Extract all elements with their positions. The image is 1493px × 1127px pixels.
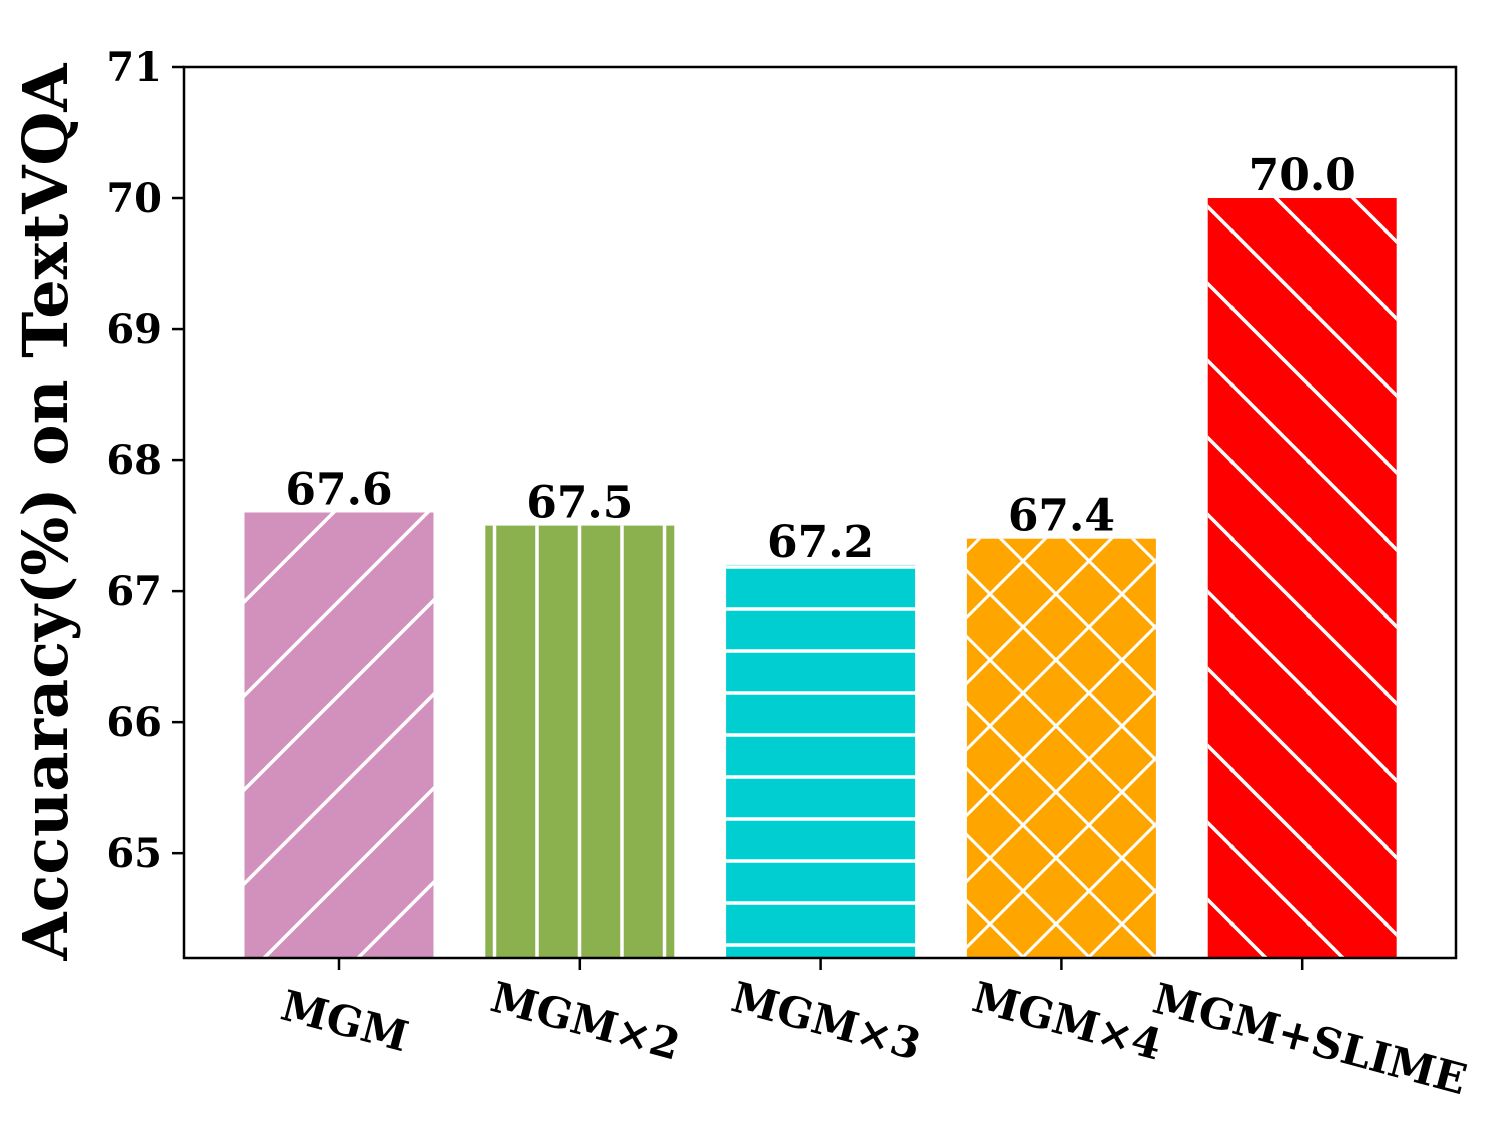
data-label-1: 67.6 (285, 465, 392, 516)
data-label-5: 70.0 (1249, 150, 1356, 201)
bar-hatch-1 (244, 512, 434, 958)
y-tick-label-5: 69 (106, 306, 162, 353)
y-tick-label-3: 67 (106, 568, 162, 615)
data-label-4: 67.4 (1008, 491, 1115, 542)
y-axis-title: Accuaracy(%) on TextVQA (9, 63, 82, 962)
data-label-2: 67.5 (526, 478, 633, 529)
y-axis: 65 66 67 68 69 70 71 (106, 44, 184, 877)
y-tick-label-6: 70 (106, 175, 162, 222)
x-tick-label-3: MGM×3 (727, 972, 926, 1069)
y-tick-label-4: 68 (106, 437, 162, 484)
y-tick-label-7: 71 (106, 44, 162, 91)
x-tick-label-1: MGM (276, 981, 413, 1062)
y-tick-label-2: 66 (106, 699, 162, 746)
bar-hatch-3 (726, 564, 916, 958)
bar-hatch-4 (966, 538, 1156, 958)
x-tick-label-5: MGM+SLIME (1148, 974, 1472, 1105)
value-labels-group: 67.6 67.5 67.2 67.4 70.0 (285, 150, 1355, 568)
bar-hatch-5 (1207, 198, 1397, 958)
bars-group (244, 198, 1397, 958)
y-tick-label-1: 65 (106, 830, 162, 877)
x-tick-label-2: MGM×2 (486, 972, 685, 1069)
bar-hatch-2 (485, 525, 675, 958)
data-label-3: 67.2 (767, 517, 874, 568)
x-tick-label-4: MGM×4 (967, 972, 1166, 1069)
